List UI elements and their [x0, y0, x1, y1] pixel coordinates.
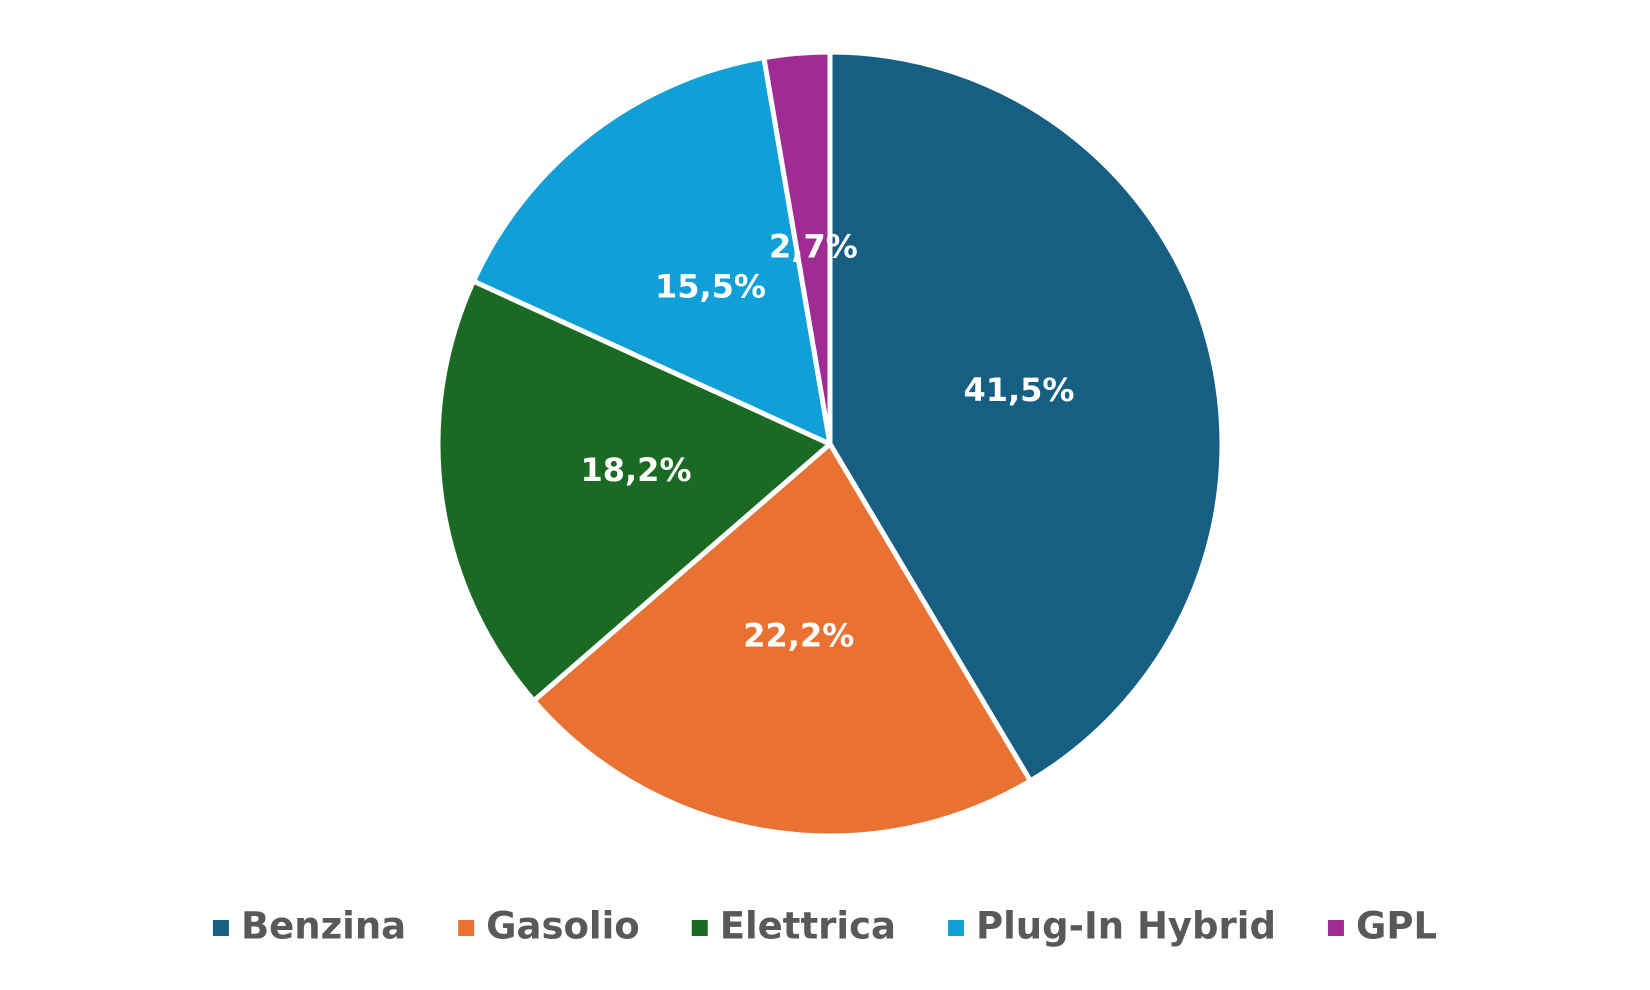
legend-label: GPL	[1356, 905, 1437, 948]
legend-swatch	[1327, 920, 1344, 936]
legend-swatch	[691, 920, 708, 936]
slice	[435, 278, 833, 704]
value-label: 18,2%	[580, 451, 691, 489]
slice	[531, 441, 1033, 839]
value-label: 2,7%	[769, 228, 858, 266]
legend-label: Elettrica	[720, 905, 896, 948]
legend-label: Gasolio	[486, 905, 640, 948]
value-label: 15,5%	[655, 268, 766, 306]
legend-swatch	[212, 920, 229, 936]
legend-swatch	[947, 920, 964, 936]
legend-swatch	[458, 920, 475, 936]
slice	[761, 49, 833, 447]
slice	[827, 49, 1225, 784]
value-label: 22,2%	[743, 616, 854, 654]
legend-label: Plug-In Hybrid	[976, 905, 1276, 948]
legend-label: Benzina	[241, 905, 406, 948]
slice	[470, 55, 833, 447]
value-label: 41,5%	[963, 371, 1074, 409]
